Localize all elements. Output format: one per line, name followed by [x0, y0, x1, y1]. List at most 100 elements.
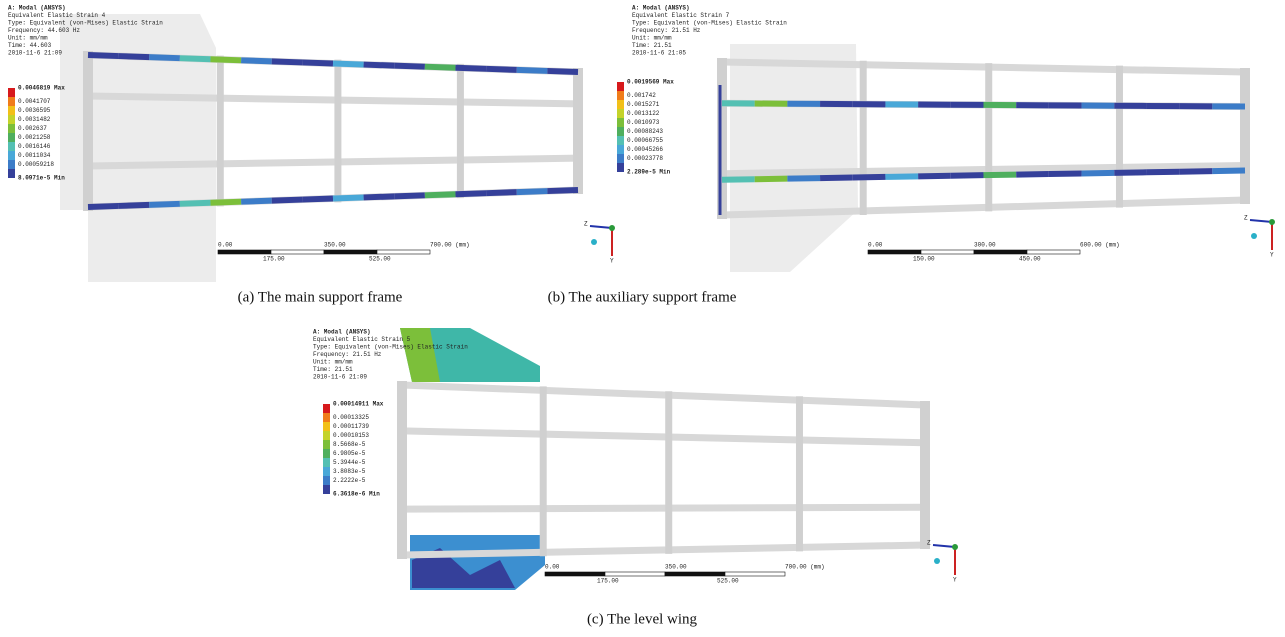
header-line: Unit: mm/mm: [8, 35, 48, 42]
strain-beam: [547, 190, 578, 191]
scale-segment: [377, 250, 430, 254]
legend-label: 0.002637: [18, 125, 47, 132]
scale-label: 450.00: [1019, 256, 1041, 263]
legend-label: 0.00088243: [627, 128, 663, 135]
legend-label: 0.00066755: [627, 137, 663, 144]
strain-beam: [211, 59, 242, 60]
scale-label: 350.00: [665, 564, 687, 571]
triad-origin: [1269, 219, 1275, 225]
legend-swatch: [323, 476, 330, 485]
legend-swatch: [323, 467, 330, 476]
strain-beam: [1082, 173, 1115, 174]
triad-label: Y: [953, 577, 957, 584]
strain-beam: [984, 175, 1017, 176]
strain-beam: [180, 203, 211, 204]
strain-beam: [425, 67, 456, 68]
strain-beam: [394, 66, 425, 67]
triad-label: Z: [584, 221, 588, 228]
triad-ball: [934, 558, 940, 564]
frame-rail: [402, 507, 925, 509]
legend-swatch: [8, 115, 15, 124]
header-line: Type: Equivalent (von-Mises) Elastic Str…: [8, 20, 163, 27]
header-line: Time: 44.603: [8, 42, 52, 49]
triad-label: Y: [610, 258, 614, 265]
legend-swatch: [323, 431, 330, 440]
legend-swatch: [323, 404, 330, 413]
strain-beam: [820, 177, 853, 178]
strain-beam: [272, 200, 303, 201]
caption: (b) The auxiliary support frame: [548, 289, 737, 305]
legend-label: 0.00023778: [627, 155, 663, 162]
strain-beam: [241, 201, 272, 202]
strain-beam: [951, 175, 984, 176]
strain-beam: [1049, 173, 1082, 174]
strain-beam: [1016, 174, 1049, 175]
scale-segment: [271, 250, 324, 254]
strain-beam: [1114, 172, 1147, 173]
legend-swatch: [617, 145, 624, 154]
strain-beam: [456, 68, 487, 69]
header-line: A: Modal (ANSYS): [632, 5, 690, 12]
strain-beam: [853, 177, 886, 178]
triad-origin: [609, 225, 615, 231]
legend-swatch: [8, 88, 15, 97]
strain-beam: [486, 69, 517, 70]
legend-swatch: [323, 422, 330, 431]
legend-swatch: [323, 413, 330, 422]
legend-swatch: [617, 154, 624, 163]
header-line: Frequency: 21.51 Hz: [632, 27, 701, 34]
legend-swatch: [8, 133, 15, 142]
legend-label: 0.0015271: [627, 101, 660, 108]
legend-swatch: [617, 100, 624, 109]
legend-label: 0.0031482: [18, 116, 51, 123]
strain-beam: [88, 55, 119, 56]
legend-label: 0.00010153: [333, 432, 369, 439]
strain-beam: [1212, 171, 1245, 172]
header-line: 2010-11-6 21:05: [632, 50, 686, 57]
legend-label: 0.00013325: [333, 414, 369, 421]
triad-label: Y: [1270, 252, 1274, 259]
scale-segment: [665, 572, 725, 576]
legend-label: 0.0010973: [627, 119, 660, 126]
scale-label: 525.00: [717, 578, 739, 585]
scale-segment: [974, 250, 1027, 254]
legend-swatch: [8, 124, 15, 133]
legend-swatch: [323, 440, 330, 449]
triad-z: [1250, 220, 1272, 222]
triad-label: Z: [927, 540, 931, 547]
legend-swatch: [8, 142, 15, 151]
scale-label: 600.00 (mm): [1080, 242, 1120, 249]
strain-beam: [119, 56, 150, 57]
legend-label: 0.00059218: [18, 161, 54, 168]
header-line: Equivalent Elastic Strain 5: [313, 336, 411, 343]
header-line: A: Modal (ANSYS): [8, 5, 66, 12]
legend-swatch: [617, 109, 624, 118]
triad-label: Z: [1244, 215, 1248, 222]
strain-beam: [364, 196, 395, 197]
scale-segment: [324, 250, 377, 254]
scale-label: 175.00: [597, 578, 619, 585]
strain-beam: [364, 65, 395, 66]
legend-swatch: [617, 163, 624, 172]
scale-label: 350.00: [324, 242, 346, 249]
legend-label: 3.8083e-5: [333, 468, 366, 475]
legend-label: 0.0016146: [18, 143, 51, 150]
legend-label: 5.3944e-5: [333, 459, 366, 466]
legend-label: 6.9805e-5: [333, 450, 366, 457]
scale-label: 150.00: [913, 256, 935, 263]
triad-ball: [591, 239, 597, 245]
strain-beam: [425, 194, 456, 195]
legend-label: 0.0036595: [18, 107, 51, 114]
strain-beam: [394, 195, 425, 196]
triad-origin: [952, 544, 958, 550]
strain-beam: [211, 202, 242, 203]
strain-beam: [1180, 171, 1213, 172]
legend-label: 0.0013122: [627, 110, 660, 117]
side-plate: [730, 44, 858, 272]
legend-label: 0.0019569 Max: [627, 79, 674, 86]
legend-label: 0.00011739: [333, 423, 369, 430]
legend-swatch: [617, 118, 624, 127]
scale-label: 700.00 (mm): [785, 564, 825, 571]
legend-label: 0.0021258: [18, 134, 51, 141]
scale-segment: [545, 572, 605, 576]
